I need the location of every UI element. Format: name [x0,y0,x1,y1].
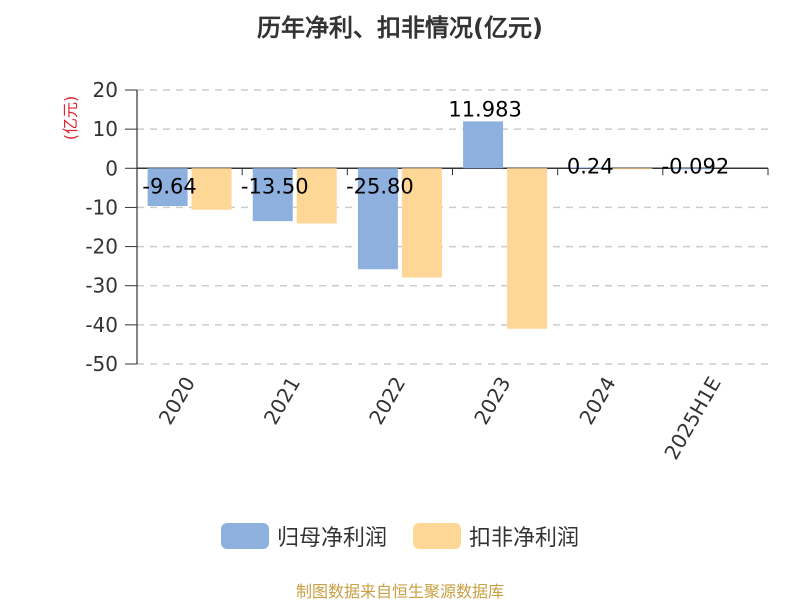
legend-item-series-1[interactable]: 归母净利润 [220,520,387,552]
data-label: -0.092 [662,154,730,178]
legend-label: 扣非净利润 [469,526,580,551]
bar-deducted-profit [612,168,653,170]
x-tick-label: 2021 [259,373,305,429]
bar-deducted-profit [191,168,232,210]
legend: 归母净利润 扣非净利润 [0,520,800,552]
data-labels: -9.64 -13.50 -25.80 11.983 0.24 -0.092 [142,97,729,198]
bar-deducted-profit [401,168,442,278]
data-label: 0.24 [567,154,614,178]
data-label: -25.80 [346,174,414,198]
x-tick-label: 2020 [154,373,200,429]
y-axis-label: (亿元) [61,96,80,141]
y-tick-label: 20 [93,78,118,102]
x-tick-label: 2024 [574,373,620,429]
grid-lines [137,89,768,365]
bar-net-profit [673,168,714,170]
data-label: 11.983 [448,97,521,121]
data-label: -13.50 [241,174,309,198]
y-tick-label: -10 [85,195,118,219]
legend-label: 归母净利润 [276,526,387,551]
bar-net-profit [568,167,609,169]
bar-net-profit [147,168,188,207]
x-tick-label: 2023 [469,373,515,429]
bar-net-profit [463,121,504,169]
chart-title: 历年净利、扣非情况(亿元) [257,14,543,42]
legend-swatch [413,523,461,549]
y-tick-label: 10 [93,117,118,141]
y-tick-label: -20 [85,235,118,259]
x-tick-label: 2025H1E [659,373,725,464]
legend-swatch [220,523,269,549]
data-label: -9.64 [142,174,196,198]
bar-deducted-profit [296,168,337,224]
y-tick-label: -50 [85,352,118,376]
y-tick-label: 0 [105,156,118,180]
y-tick-label: -40 [85,313,118,337]
bar-net-profit [357,168,398,270]
y-tick-label: -30 [85,274,118,298]
legend-item-series-2[interactable]: 扣非净利润 [413,520,579,552]
source-note: 制图数据来自恒生聚源数据库 [295,582,504,601]
bars [147,121,714,329]
bar-net-profit [252,168,293,222]
x-tick-label: 2022 [364,373,410,429]
bar-deducted-profit [507,168,548,329]
